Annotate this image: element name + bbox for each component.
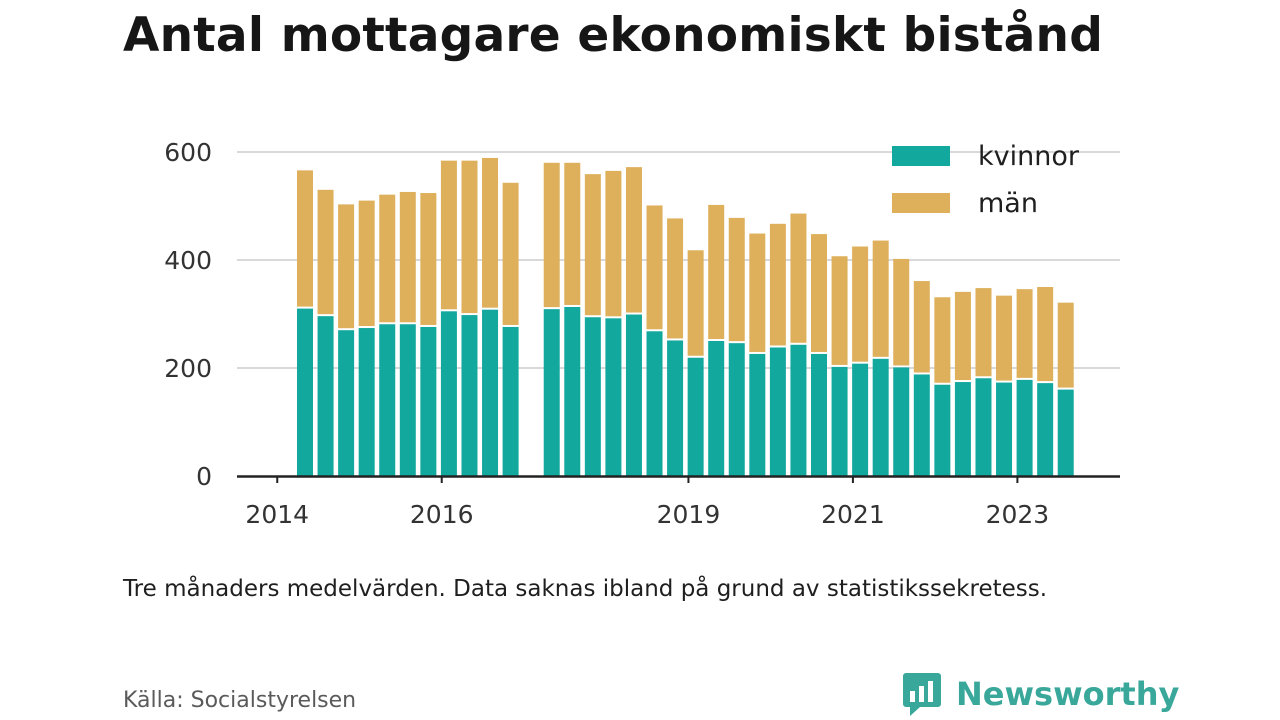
bar-man <box>893 258 910 366</box>
bar-kvinnor <box>893 367 910 476</box>
bar-kvinnor <box>297 308 313 476</box>
bar-kvinnor <box>461 315 478 476</box>
axes: 0 200 400 600 2014 2016 2019 2021 2023 <box>164 138 1120 529</box>
bar-man <box>502 182 519 325</box>
bar-man <box>584 174 601 316</box>
y-tick-label: 200 <box>164 354 212 383</box>
bar-kvinnor <box>358 328 375 476</box>
bar-man <box>440 160 457 310</box>
bar-man <box>1057 302 1074 388</box>
bar-kvinnor <box>790 344 807 476</box>
bar-man <box>749 233 766 352</box>
bar-kvinnor <box>502 326 519 476</box>
bar-kvinnor <box>625 314 642 476</box>
bar-man <box>667 218 684 339</box>
bar-kvinnor <box>728 343 745 476</box>
bar-kvinnor <box>605 318 622 476</box>
x-tick-label: 2023 <box>986 500 1050 529</box>
x-tick-label: 2014 <box>245 500 309 529</box>
bar-kvinnor <box>667 340 684 476</box>
chart-note: Tre månaders medelvärden. Data saknas ib… <box>123 576 1048 602</box>
bar-kvinnor <box>399 324 416 476</box>
bar-man <box>1016 289 1033 378</box>
bar-man <box>913 281 930 373</box>
bar-kvinnor <box>564 306 581 476</box>
bar-kvinnor <box>975 378 992 476</box>
bar-man <box>728 217 745 342</box>
bar-man <box>790 213 807 343</box>
y-tick-label: 0 <box>196 462 212 491</box>
bar-man <box>297 170 313 307</box>
legend: kvinnor män <box>892 141 1080 219</box>
bar-man <box>687 250 704 356</box>
bar-kvinnor <box>811 353 827 476</box>
bar-man <box>399 191 416 323</box>
legend-label: kvinnor <box>978 141 1080 172</box>
bar-man <box>975 288 992 377</box>
bar-kvinnor <box>708 341 725 476</box>
bar-kvinnor <box>1016 379 1033 476</box>
bar-kvinnor <box>338 330 355 476</box>
y-tick-label: 400 <box>164 246 212 275</box>
bar-man <box>646 205 663 330</box>
bar-kvinnor <box>769 347 786 476</box>
bar-man <box>934 297 951 383</box>
brand-name: Newsworthy <box>956 675 1180 713</box>
bar-kvinnor <box>1057 389 1074 476</box>
bar-kvinnor <box>440 311 457 476</box>
brand-logo: Newsworthy <box>902 671 1179 717</box>
bar-man <box>708 204 725 339</box>
bar-man <box>811 234 827 352</box>
bar-kvinnor <box>646 331 663 476</box>
y-tick-label: 600 <box>164 138 212 167</box>
bar-man <box>1037 287 1054 382</box>
bar-man <box>852 246 869 362</box>
legend-swatch <box>892 146 950 166</box>
x-tick-label: 2019 <box>657 500 721 529</box>
bar-chart: 0 200 400 600 2014 2016 2019 2021 2023 kvinnor mä… <box>164 138 1120 529</box>
legend-label: män <box>978 188 1038 219</box>
bar-kvinnor <box>831 366 848 476</box>
source-label: Källa: Socialstyrelsen <box>123 688 357 713</box>
bar-kvinnor <box>749 353 766 476</box>
bar-man <box>358 200 375 327</box>
bar-man <box>543 162 560 308</box>
bar-kvinnor <box>954 382 971 476</box>
bar-kvinnor <box>1037 383 1054 476</box>
bar-kvinnor <box>852 363 869 476</box>
bar-man <box>420 193 437 325</box>
bar-kvinnor <box>584 317 601 476</box>
bar-kvinnor <box>872 358 889 476</box>
chart-title: Antal mottagare ekonomiskt bistånd <box>123 8 1104 63</box>
bar-man <box>379 194 396 323</box>
legend-swatch <box>892 193 950 213</box>
bar-man <box>625 167 642 313</box>
x-tick-label: 2016 <box>410 500 474 529</box>
bar-man <box>338 204 355 329</box>
x-tick-label: 2021 <box>821 500 885 529</box>
bar-man <box>564 162 581 305</box>
bar-kvinnor <box>934 384 951 476</box>
bar-kvinnor <box>317 316 334 476</box>
bar-man <box>605 170 622 317</box>
bar-kvinnor <box>687 357 704 476</box>
bar-man <box>769 223 786 346</box>
bar-kvinnor <box>913 374 930 476</box>
bars <box>297 157 1074 476</box>
bar-man <box>954 291 971 381</box>
bar-man <box>317 189 334 315</box>
bar-kvinnor <box>482 309 499 476</box>
bar-man <box>831 256 848 365</box>
bar-kvinnor <box>996 382 1013 476</box>
bar-kvinnor <box>379 324 396 476</box>
bar-man <box>872 240 889 357</box>
bar-kvinnor <box>543 309 560 476</box>
newsworthy-logo-icon <box>903 673 941 716</box>
bar-man <box>461 160 478 314</box>
bar-kvinnor <box>420 326 437 476</box>
bar-man <box>482 157 499 308</box>
bar-man <box>996 295 1013 381</box>
